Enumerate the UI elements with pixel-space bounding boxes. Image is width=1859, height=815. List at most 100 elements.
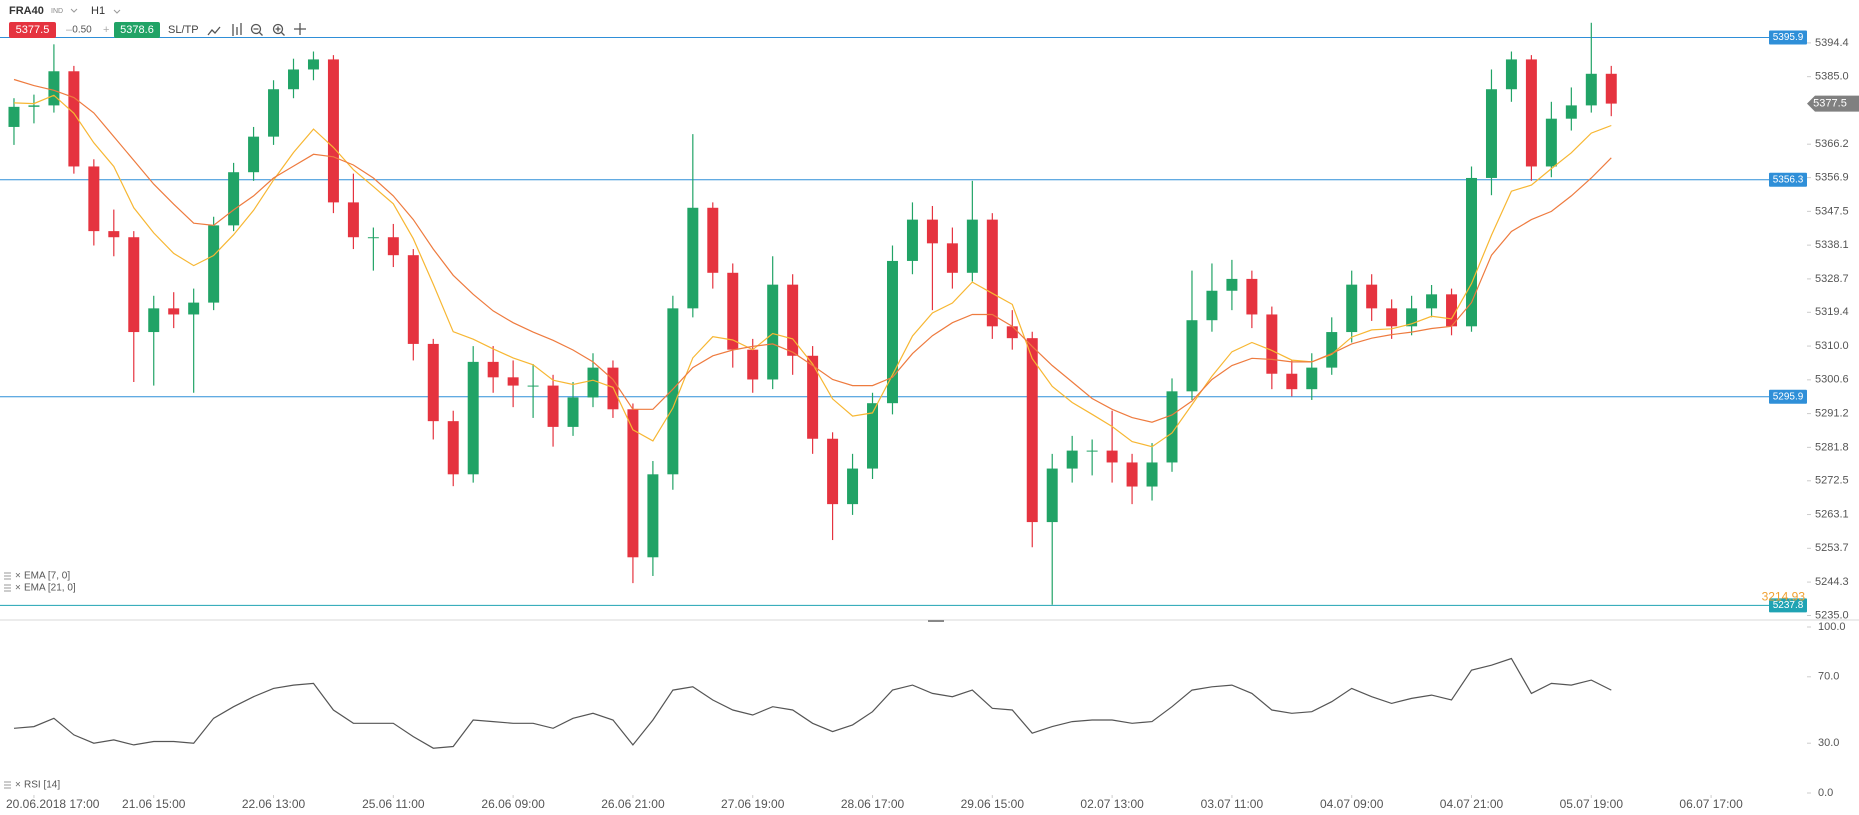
candle-body [48,71,60,106]
candle-body [1585,73,1597,106]
candle-body [1026,338,1038,523]
candle-body [1386,308,1398,327]
candle-body [1206,290,1218,321]
legend-handle[interactable] [4,572,11,580]
candle-body [1186,320,1198,392]
x-tick-label: 26.06 21:00 [601,797,665,811]
y-tick-label: 5394.4 [1815,37,1849,49]
marks: 5394.4 5385.0 5366.2 5356.9 5347.5 5338.1 5328… [0,22,1859,811]
candle-body [727,272,739,350]
timeframe-dropdown[interactable] [113,9,121,14]
buy-price: 5378.6 [120,24,154,36]
x-tick-label: 04.07 09:00 [1320,797,1384,811]
candle-body [1226,278,1238,291]
spread: 0.50 [72,25,92,36]
candle-body [1306,367,1318,390]
candle-body [926,219,938,244]
candle-body [387,237,399,256]
y-tick-label: 5328.7 [1815,273,1849,285]
legend-close[interactable]: × [15,583,21,594]
candle-body [847,468,859,505]
legend-entry: RSI [14] [24,780,60,791]
candle-body [1246,278,1258,315]
candle-body [986,219,998,327]
header-toolbar: FRA40 IND H1 5377.5 – 0.50 + 5378.6 SL/T… [9,5,306,38]
candle-body [507,377,519,386]
last-price-tag [1807,95,1859,112]
candle-body [906,219,918,261]
candle-body [1545,118,1557,167]
candle-body [707,207,719,273]
candle-body [1346,284,1358,333]
y-tick-label: 5356.9 [1815,172,1849,184]
horizontal-line-tag [1769,30,1807,45]
candle-body [228,172,240,226]
candle-body [347,202,359,238]
candle-body [627,409,639,558]
legend-close[interactable]: × [15,571,21,582]
candle-body [108,231,120,238]
candle-body [587,367,599,398]
y-tick-label: 5281.8 [1815,441,1849,453]
candle-body [88,166,100,232]
candle-body [547,385,559,427]
x-tick-label: 25.06 11:00 [362,797,425,811]
candle-body [208,225,220,303]
candle-body [8,106,20,127]
timeframe[interactable]: H1 [91,5,105,17]
buy-button[interactable] [114,22,160,38]
symbol[interactable]: FRA40 [9,5,44,17]
candle-body [1426,294,1438,309]
candle-body [248,136,260,173]
candle-body [1106,450,1118,463]
legend-handle[interactable] [4,781,11,789]
candle-body [1505,59,1517,90]
candle-body [427,343,439,422]
candle-body [827,438,839,505]
candle-body [1466,177,1477,327]
zoom-out-icon[interactable] [250,23,262,35]
candle-body [647,474,659,558]
spread-plus[interactable]: + [103,24,109,36]
candle-body [567,397,579,427]
candle-body [407,255,419,344]
zoom-in-icon[interactable] [272,23,284,35]
candle-body [367,237,379,239]
candle-body [687,207,699,309]
horizontal-line-label: 5237.8 [1773,600,1804,611]
sltp-button[interactable]: SL/TP [168,24,199,36]
symbol-badge: IND [51,8,63,15]
candle-body [188,302,200,315]
rsi-line [13,657,1612,749]
candle-body [807,355,819,439]
indicator-icon[interactable] [207,26,221,36]
chart-type-icon[interactable] [232,23,242,36]
x-tick-label: 06.07 17:00 [1679,797,1743,811]
candle-body [787,284,799,356]
x-tick-label: 26.06 09:00 [481,797,545,811]
last-price-label: 5377.5 [1813,98,1847,110]
y-tick-label: 5272.5 [1815,475,1849,487]
candle-body [268,89,280,137]
candle-body [1046,468,1058,523]
crosshair-icon[interactable] [294,23,306,35]
candle-body [307,59,319,70]
y-tick-label: 5244.3 [1815,576,1849,588]
x-tick-label: 04.07 21:00 [1440,797,1504,811]
sell-button[interactable] [9,22,56,38]
candle-body [327,59,339,203]
candle-body [1166,391,1178,463]
legend-entry: EMA [7, 0] [24,571,70,582]
legend-handle[interactable] [4,584,11,592]
candle-body [1066,450,1078,469]
candle-body [747,349,759,380]
candle-body [68,71,80,167]
y-tick-label: 5263.1 [1815,508,1849,520]
spread-minus[interactable]: – [66,24,73,36]
symbol-dropdown[interactable] [70,8,78,13]
legend-entry: EMA [21, 0] [24,583,76,594]
y-tick-label: 30.0 [1818,737,1839,749]
candle-body [667,308,679,475]
legend-close[interactable]: × [15,780,21,791]
horizontal-line-tag [1769,389,1807,404]
